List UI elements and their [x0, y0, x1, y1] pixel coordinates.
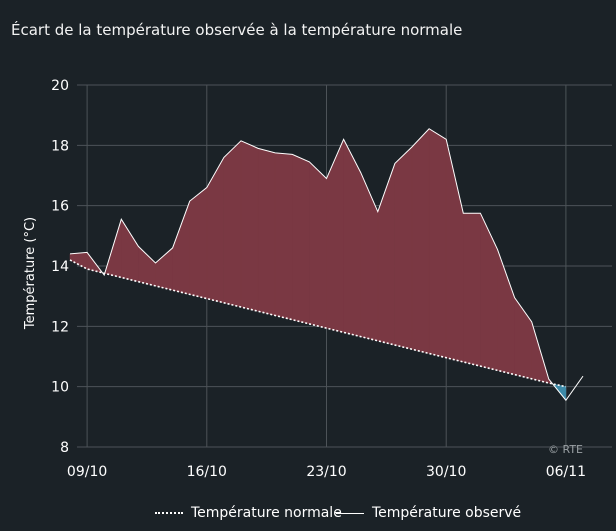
y-axis-label: Température (°C) [23, 217, 38, 330]
dotted-line-icon [155, 512, 183, 514]
area-above-normal [240, 140, 259, 312]
area-above-normal [445, 139, 464, 363]
area-above-normal [189, 187, 208, 299]
area-above-normal [69, 252, 88, 270]
legend: Température normale Température observé [0, 505, 616, 525]
area-above-normal [360, 172, 379, 342]
x-tick-label: 23/10 [306, 464, 346, 480]
y-tick-label: 12 [51, 319, 69, 335]
legend-observed-label: Température observé [372, 505, 522, 521]
area-above-normal [411, 128, 430, 354]
area-above-normal [223, 140, 242, 308]
area-above-normal [309, 161, 327, 329]
area-above-normal [326, 139, 344, 333]
area-above-normal [292, 153, 310, 325]
y-tick-label: 10 [51, 380, 69, 396]
chart-title: Écart de la température observée à la te… [11, 21, 463, 39]
area-above-normal [138, 245, 156, 287]
x-tick-label: 16/10 [187, 464, 227, 480]
series-line-observed [69, 128, 584, 402]
y-tick-label: 16 [51, 199, 69, 215]
area-above-normal [377, 163, 396, 346]
y-tick-label: 14 [51, 259, 69, 275]
legend-item-normal[interactable]: Température normale [155, 505, 342, 521]
y-tick-label: 18 [51, 138, 69, 154]
x-tick-label: 09/10 [67, 464, 107, 480]
area-above-normal [274, 152, 293, 321]
legend-normal-label: Température normale [191, 505, 342, 521]
x-tick-label: 30/10 [426, 464, 466, 480]
legend-item-observed[interactable]: Température observé [336, 505, 521, 521]
area-above-normal [172, 201, 190, 295]
credit-label: © RTE [548, 443, 583, 456]
y-axis-ticks: 8 10 12 14 16 18 20 [51, 78, 69, 456]
solid-line-icon [336, 512, 364, 514]
y-tick-label: 20 [51, 78, 69, 94]
x-axis-ticks: 09/10 16/10 23/10 30/10 06/11 [67, 464, 586, 480]
series-line-normal [69, 259, 567, 388]
area-above-normal [480, 213, 498, 371]
area-above-normal [206, 156, 225, 304]
x-tick-label: 06/11 [546, 464, 586, 480]
area-above-normal [394, 146, 413, 350]
area-above-normal [463, 212, 481, 367]
area-above-normal [497, 249, 515, 375]
area-above-normal [155, 247, 173, 291]
area-above-normal [121, 218, 139, 283]
y-tick-label: 8 [60, 440, 69, 456]
area-above-normal [257, 148, 276, 316]
area-above-normal [428, 128, 447, 359]
deviation-areas [69, 128, 567, 401]
area-above-normal [343, 139, 361, 337]
series-lines [69, 128, 584, 402]
